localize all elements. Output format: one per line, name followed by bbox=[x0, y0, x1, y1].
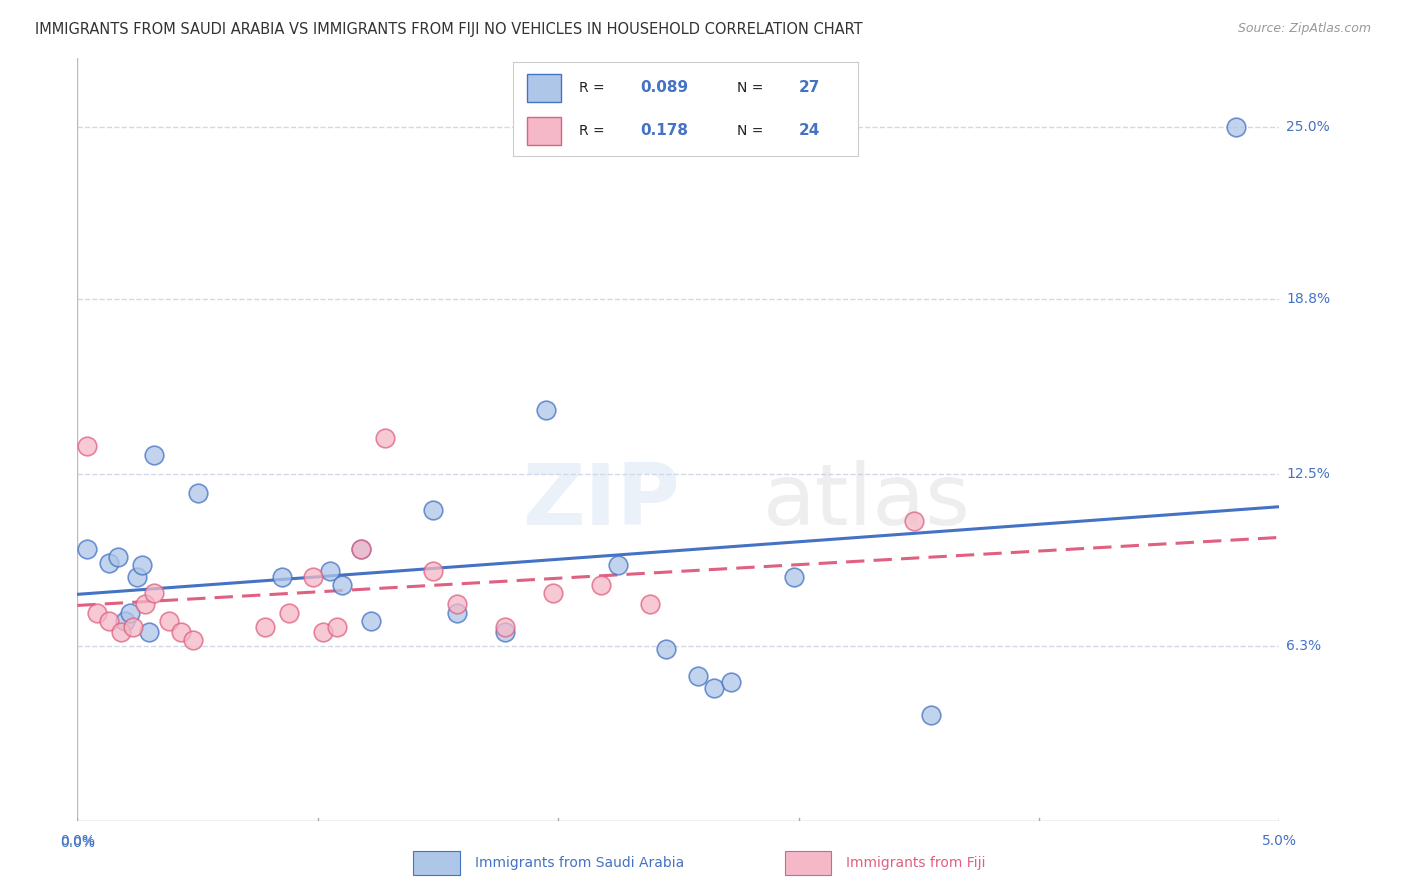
Point bbox=[134, 597, 156, 611]
Point bbox=[494, 625, 516, 640]
Text: R =: R = bbox=[579, 81, 609, 95]
Point bbox=[920, 708, 942, 723]
Point bbox=[350, 541, 373, 556]
Point bbox=[350, 541, 373, 556]
Point bbox=[360, 614, 382, 628]
Point bbox=[311, 625, 333, 640]
Text: atlas: atlas bbox=[762, 460, 970, 543]
Point bbox=[114, 614, 136, 628]
Point bbox=[186, 486, 209, 500]
FancyBboxPatch shape bbox=[527, 74, 561, 102]
Point bbox=[543, 586, 565, 600]
Point bbox=[143, 586, 166, 600]
Point bbox=[107, 550, 129, 565]
Text: 0.178: 0.178 bbox=[641, 123, 689, 138]
Point bbox=[97, 556, 120, 570]
Text: 0.0%: 0.0% bbox=[60, 836, 94, 850]
Point bbox=[127, 569, 149, 583]
Point bbox=[422, 564, 444, 578]
Point bbox=[422, 503, 444, 517]
Text: 27: 27 bbox=[799, 80, 821, 95]
Text: IMMIGRANTS FROM SAUDI ARABIA VS IMMIGRANTS FROM FIJI NO VEHICLES IN HOUSEHOLD CO: IMMIGRANTS FROM SAUDI ARABIA VS IMMIGRAN… bbox=[35, 22, 863, 37]
Text: 24: 24 bbox=[799, 123, 821, 138]
Text: Immigrants from Saudi Arabia: Immigrants from Saudi Arabia bbox=[475, 856, 685, 870]
Point bbox=[131, 558, 153, 573]
Text: N =: N = bbox=[737, 81, 768, 95]
Text: 12.5%: 12.5% bbox=[1286, 467, 1330, 481]
Text: 5.0%: 5.0% bbox=[1263, 834, 1296, 848]
Text: 6.3%: 6.3% bbox=[1286, 639, 1322, 653]
Point bbox=[374, 431, 396, 445]
Point bbox=[494, 619, 516, 633]
Point bbox=[302, 569, 325, 583]
Point bbox=[110, 625, 132, 640]
Point bbox=[720, 675, 742, 690]
Point bbox=[703, 681, 725, 695]
Point bbox=[143, 448, 166, 462]
Point bbox=[330, 578, 353, 592]
Point bbox=[270, 569, 292, 583]
Point bbox=[181, 633, 204, 648]
Point bbox=[76, 439, 98, 453]
Text: ZIP: ZIP bbox=[522, 460, 681, 543]
Point bbox=[138, 625, 160, 640]
Point bbox=[86, 606, 108, 620]
Point bbox=[686, 669, 709, 683]
Text: 25.0%: 25.0% bbox=[1286, 120, 1330, 135]
Point bbox=[591, 578, 613, 592]
Text: N =: N = bbox=[737, 124, 768, 137]
Text: R =: R = bbox=[579, 124, 613, 137]
Text: 0.089: 0.089 bbox=[641, 80, 689, 95]
Point bbox=[157, 614, 180, 628]
Point bbox=[446, 606, 468, 620]
Point bbox=[638, 597, 661, 611]
Text: 0.0%: 0.0% bbox=[60, 834, 94, 848]
Point bbox=[120, 606, 142, 620]
Text: Immigrants from Fiji: Immigrants from Fiji bbox=[846, 856, 986, 870]
Point bbox=[170, 625, 193, 640]
Point bbox=[121, 619, 143, 633]
Point bbox=[319, 564, 342, 578]
Point bbox=[253, 619, 276, 633]
Point bbox=[1225, 120, 1247, 135]
Text: 18.8%: 18.8% bbox=[1286, 293, 1330, 306]
Text: Source: ZipAtlas.com: Source: ZipAtlas.com bbox=[1237, 22, 1371, 36]
FancyBboxPatch shape bbox=[785, 851, 831, 875]
Point bbox=[446, 597, 468, 611]
Point bbox=[903, 514, 925, 528]
FancyBboxPatch shape bbox=[413, 851, 460, 875]
Point bbox=[655, 641, 678, 656]
Point bbox=[534, 403, 557, 417]
FancyBboxPatch shape bbox=[527, 117, 561, 145]
Point bbox=[97, 614, 120, 628]
Point bbox=[76, 541, 98, 556]
Point bbox=[607, 558, 630, 573]
Point bbox=[783, 569, 806, 583]
Point bbox=[277, 606, 299, 620]
Point bbox=[326, 619, 349, 633]
